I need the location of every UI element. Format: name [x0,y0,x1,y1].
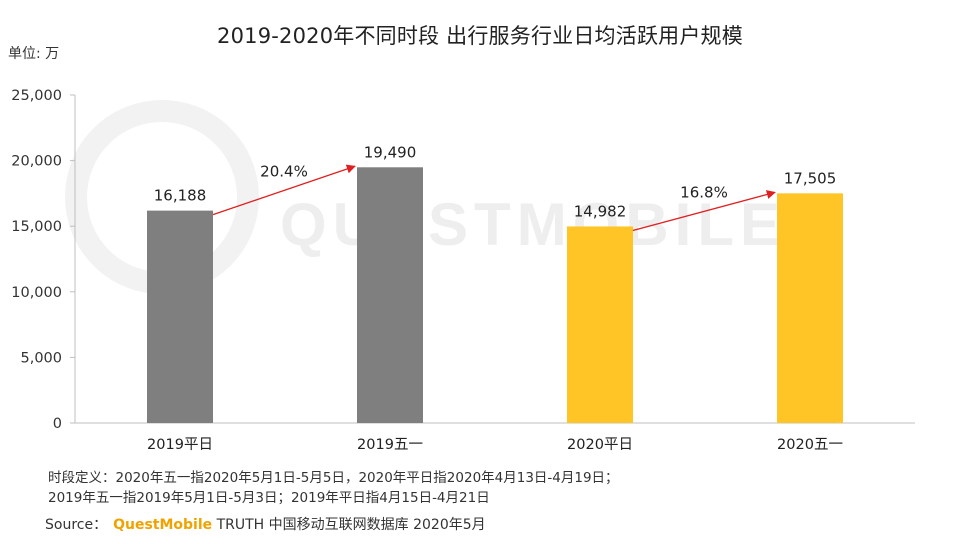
y-tick-label: 20,000 [11,154,62,170]
y-tick-label: 15,000 [11,219,62,235]
category-label: 2019五一 [357,437,423,453]
y-tick-label: 10,000 [11,285,62,301]
y-tick-label: 0 [53,416,62,432]
bar-2020五一 [777,193,843,423]
bar-2019五一 [357,167,423,423]
value-label: 17,505 [784,169,837,187]
bar-2020平日 [567,226,633,423]
source-brand: QuestMobile [113,517,213,533]
value-label: 19,490 [364,143,417,161]
source-line: Source： QuestMobile TRUTH 中国移动互联网数据库 2020… [45,514,486,534]
value-label: 16,188 [154,187,207,205]
unit-label: 单位: 万 [8,46,60,62]
chart-title: 2019-2020年不同时段 出行服务行业日均活跃用户规模 [217,24,743,48]
y-tick-label: 5,000 [20,350,62,366]
y-tick-label: 25,000 [11,88,62,104]
growth-label: 16.8% [680,183,728,201]
note-line-1: 时段定义：2020年五一指2020年5月1日-5月5日，2020年平日指2020… [48,470,619,486]
category-label: 2020五一 [777,437,843,453]
source-prefix: Source： [45,517,108,533]
note-line-2: 2019年五一指2019年5月1日-5月3日；2019年平日指4月15日-4月2… [48,490,490,506]
growth-label: 20.4% [260,162,308,180]
growth-arrow [212,164,356,216]
category-label: 2020平日 [567,437,633,453]
source-rest: TRUTH 中国移动互联网数据库 2020年5月 [212,517,486,533]
growth-arrow [632,190,776,232]
category-label: 2019平日 [147,437,213,453]
bar-2019平日 [147,210,213,423]
value-label: 14,982 [574,202,627,220]
